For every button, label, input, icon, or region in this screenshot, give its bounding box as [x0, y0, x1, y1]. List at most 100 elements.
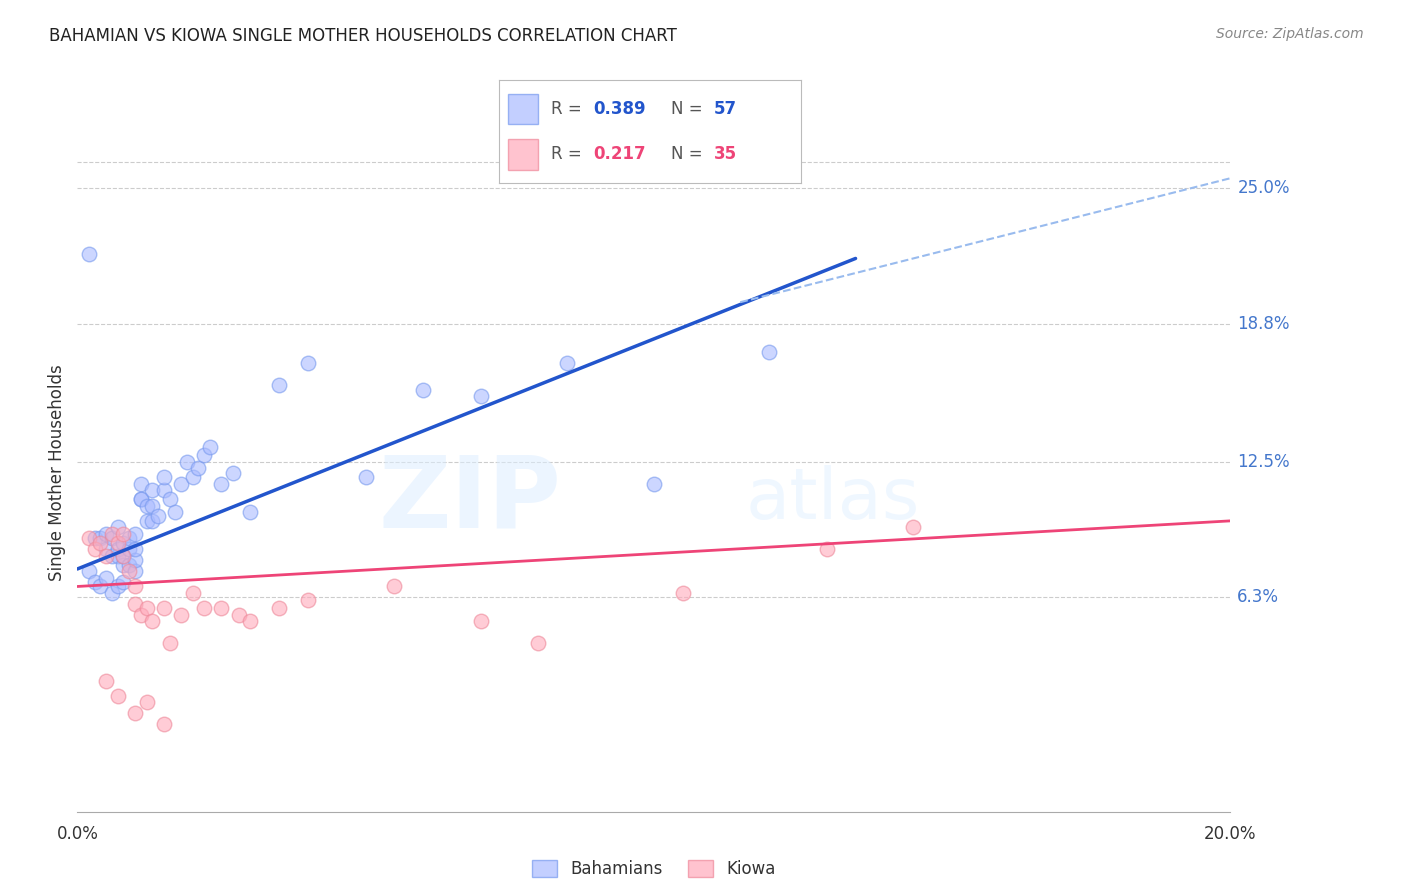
Point [112, 527, 135, 541]
Point [181, 586, 204, 600]
Point [124, 706, 146, 721]
Point [101, 527, 124, 541]
Point [124, 579, 146, 593]
Point [267, 601, 291, 615]
Point [470, 389, 492, 403]
Point [181, 470, 204, 484]
Point [297, 356, 319, 370]
Point [101, 532, 124, 546]
Point [96, 542, 118, 557]
Point [83, 575, 105, 590]
Point [129, 491, 152, 506]
Y-axis label: Single Mother Households: Single Mother Households [48, 365, 66, 581]
Text: 12.5%: 12.5% [1237, 453, 1289, 471]
Point [118, 564, 141, 578]
Point [107, 535, 129, 549]
Point [382, 579, 406, 593]
Point [135, 695, 157, 709]
Point [124, 527, 146, 541]
Point [170, 607, 193, 622]
Text: 57: 57 [714, 100, 737, 118]
Point [124, 597, 146, 611]
Point [124, 542, 146, 557]
Point [135, 514, 157, 528]
Text: 35: 35 [714, 145, 737, 163]
Point [187, 461, 209, 475]
Point [96, 673, 118, 688]
Point [211, 601, 233, 615]
Point [903, 520, 925, 534]
Point [159, 636, 181, 650]
Point [758, 345, 780, 359]
Point [129, 476, 152, 491]
Text: 6.3%: 6.3% [1237, 589, 1279, 607]
Point [112, 575, 135, 590]
Point [124, 553, 146, 567]
FancyBboxPatch shape [508, 94, 538, 124]
Text: 0.389: 0.389 [593, 100, 645, 118]
FancyBboxPatch shape [508, 139, 538, 169]
Point [141, 514, 163, 528]
Point [470, 615, 492, 629]
Point [557, 356, 579, 370]
Point [153, 601, 174, 615]
Point [153, 717, 174, 731]
Point [159, 491, 181, 506]
Point [222, 466, 245, 480]
Point [228, 607, 250, 622]
Point [239, 615, 262, 629]
Point [107, 579, 129, 593]
Point [77, 532, 100, 546]
Text: ZIP: ZIP [378, 451, 561, 549]
Point [141, 615, 163, 629]
Point [89, 532, 111, 546]
Text: 25.0%: 25.0% [1237, 179, 1289, 197]
Point [129, 607, 152, 622]
Point [193, 448, 215, 462]
Point [141, 483, 163, 498]
Point [83, 532, 105, 546]
Point [107, 520, 129, 534]
Point [146, 509, 169, 524]
Point [354, 470, 377, 484]
Point [267, 378, 291, 392]
Text: BAHAMIAN VS KIOWA SINGLE MOTHER HOUSEHOLDS CORRELATION CHART: BAHAMIAN VS KIOWA SINGLE MOTHER HOUSEHOL… [49, 27, 678, 45]
Point [672, 586, 695, 600]
Point [112, 535, 135, 549]
Point [101, 586, 124, 600]
Text: atlas: atlas [747, 466, 921, 534]
Point [112, 549, 135, 563]
Point [153, 470, 174, 484]
Text: R =: R = [551, 100, 586, 118]
Point [77, 564, 100, 578]
Point [83, 542, 105, 557]
Text: Source: ZipAtlas.com: Source: ZipAtlas.com [1216, 27, 1364, 41]
Point [193, 601, 215, 615]
Point [165, 505, 187, 519]
Point [89, 579, 111, 593]
Text: R =: R = [551, 145, 586, 163]
Point [198, 440, 221, 454]
Point [77, 247, 100, 261]
Point [101, 549, 124, 563]
Point [412, 383, 434, 397]
Point [129, 491, 152, 506]
Point [527, 636, 550, 650]
Legend: Bahamians, Kiowa: Bahamians, Kiowa [526, 854, 782, 885]
Text: 18.8%: 18.8% [1237, 315, 1289, 333]
Point [96, 549, 118, 563]
Point [96, 527, 118, 541]
Point [643, 476, 665, 491]
Point [170, 476, 193, 491]
Point [96, 571, 118, 585]
Point [107, 689, 129, 703]
Text: N =: N = [672, 100, 709, 118]
Point [239, 505, 262, 519]
Point [141, 499, 163, 513]
Point [297, 592, 319, 607]
Point [118, 542, 141, 557]
Point [135, 601, 157, 615]
Point [124, 564, 146, 578]
Point [176, 455, 198, 469]
Point [153, 483, 174, 498]
